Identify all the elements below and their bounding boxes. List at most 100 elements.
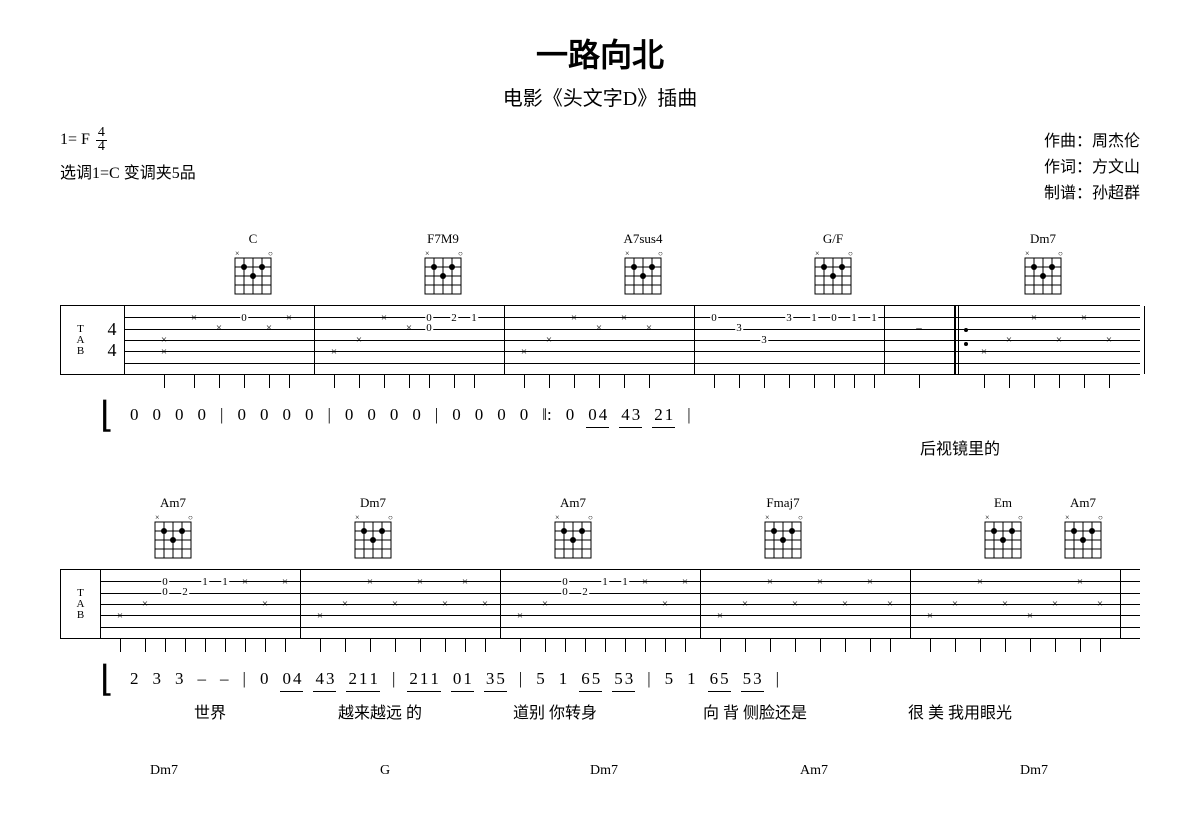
tab-note: 1 (810, 312, 818, 324)
tab-note: × (842, 598, 848, 610)
svg-text:×: × (815, 250, 820, 258)
tab-note: 0 (240, 312, 248, 324)
tab-note: × (142, 598, 148, 610)
jianpu-bracket: ⌊ (100, 670, 114, 688)
tab-note: 2 (450, 312, 458, 324)
chord-label: G (380, 763, 390, 779)
tab-note: × (981, 346, 987, 358)
svg-text:×: × (1065, 514, 1070, 522)
tuning-label: 选调1=C 变调夹5品 (60, 159, 196, 183)
tab-note: × (546, 334, 552, 346)
tab-clef: T A B (60, 305, 100, 375)
svg-text:○: ○ (458, 250, 463, 258)
chord-diagram: G/F × ○ (810, 231, 856, 298)
svg-text:○: ○ (268, 250, 273, 258)
chord-diagram: F7M9 × ○ (420, 231, 466, 298)
chord-diagram: Am7 × ○ (550, 495, 596, 562)
tab-note: × (482, 598, 488, 610)
tab-note: 3 (785, 312, 793, 324)
tab-clef: T A B (60, 569, 100, 639)
tab-note: × (282, 576, 288, 588)
tab-note: × (191, 312, 197, 324)
tab-note: 1 (201, 576, 209, 588)
svg-text:○: ○ (1018, 514, 1023, 522)
tab-note: × (1031, 312, 1037, 324)
tab-note: × (367, 576, 373, 588)
tab-note: 0 (161, 576, 169, 588)
chord-diagram: Dm7 × ○ (1020, 231, 1066, 298)
tab-note: × (1002, 598, 1008, 610)
tab-staff-2: T A B ××00211×××××××××××××00211×××××××××… (60, 569, 1140, 639)
tab-note: × (952, 598, 958, 610)
svg-text:○: ○ (658, 250, 663, 258)
time-signature: 4 4 (96, 127, 107, 153)
svg-text:×: × (155, 514, 160, 522)
tab-note: × (1027, 610, 1033, 622)
composer-credit: 作曲：周杰伦 (1044, 127, 1140, 151)
tab-note: × (331, 346, 337, 358)
tab-note: 1 (601, 576, 609, 588)
tab-note: 3 (735, 322, 743, 334)
meta-row: 1= F 4 4 选调1=C 变调夹5品 作曲：周杰伦 作词：方文山 制谱：孙超… (60, 127, 1140, 203)
tab-note: × (462, 576, 468, 588)
tab-note: × (266, 322, 272, 334)
tab-note: 0 (710, 312, 718, 324)
chord-label: Dm7 (1020, 763, 1048, 779)
tab-note: × (1006, 334, 1012, 346)
chord-label: Am7 (800, 763, 828, 779)
tab-note: × (442, 598, 448, 610)
chord-diagram: Am7 × ○ (1060, 495, 1106, 562)
tab-note: 0 (561, 586, 569, 598)
tab-note: × (1097, 598, 1103, 610)
tab-note: 0 (830, 312, 838, 324)
tab-note: × (1081, 312, 1087, 324)
svg-text:×: × (985, 514, 990, 522)
svg-text:×: × (765, 514, 770, 522)
chord-diagram: Dm7 × ○ (350, 495, 396, 562)
tab-note: × (542, 598, 548, 610)
tab-note: 0 (425, 322, 433, 334)
tab-note: × (392, 598, 398, 610)
svg-text:○: ○ (588, 514, 593, 522)
jianpu-row-2: ⌊ 233––|00443211|2110135|516553|516553| (100, 669, 1140, 689)
chord-diagram: Em × ○ (980, 495, 1026, 562)
tab-note: – (916, 322, 922, 334)
song-subtitle: 电影《头文字D》插曲 (60, 82, 1140, 111)
tab-note: × (642, 576, 648, 588)
lyrics-row-1: 后视镜里的 (100, 435, 1140, 459)
chord-diagram: Fmaj7 × ○ (760, 495, 806, 562)
tab-note: × (742, 598, 748, 610)
svg-text:×: × (355, 514, 360, 522)
chord-diagram: C × ○ (230, 231, 276, 298)
tab-note: × (1052, 598, 1058, 610)
tab-note: × (1056, 334, 1062, 346)
svg-text:×: × (555, 514, 560, 522)
bottom-chord-labels: Dm7 G Dm7 Am7 Dm7 (120, 763, 1140, 783)
chord-diagram: A7sus4 × ○ (620, 231, 666, 298)
tab-note: × (662, 598, 668, 610)
tab-note: × (317, 610, 323, 622)
tab-note: 0 (561, 576, 569, 588)
tab-note: × (381, 312, 387, 324)
lyricist-credit: 作词：方文山 (1044, 153, 1140, 177)
svg-text:○: ○ (798, 514, 803, 522)
tab-note: × (682, 576, 688, 588)
tab-note: × (817, 576, 823, 588)
transcriber-credit: 制谱：孙超群 (1044, 179, 1140, 203)
tab-note: × (521, 346, 527, 358)
chord-diagram: Am7 × ○ (150, 495, 196, 562)
tab-staff-1: T A B 4 4 ××××0××××××0021××××××03331011–… (60, 305, 1140, 375)
lyrics-row-2: 世界越来越远 的道别 你转身向 背 侧脸还是很 美 我用眼光 (100, 699, 1140, 723)
chord-label: Dm7 (150, 763, 178, 779)
svg-text:○: ○ (1058, 250, 1063, 258)
svg-text:×: × (625, 250, 630, 258)
key-label: 1= F (60, 131, 90, 149)
chord-label: Dm7 (590, 763, 618, 779)
tab-note: × (216, 322, 222, 334)
tab-note: × (792, 598, 798, 610)
tab-note: × (867, 576, 873, 588)
tab-note: × (1077, 576, 1083, 588)
tab-note: 1 (221, 576, 229, 588)
tab-note: × (646, 322, 652, 334)
tab-note: × (517, 610, 523, 622)
